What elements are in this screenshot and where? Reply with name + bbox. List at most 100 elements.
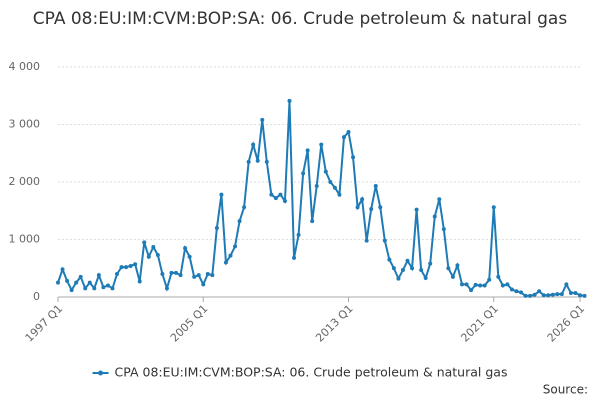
point bbox=[74, 280, 79, 285]
point bbox=[332, 185, 337, 190]
point bbox=[446, 266, 451, 271]
x-tick-label: 2013 Q1 bbox=[313, 302, 356, 345]
point bbox=[65, 278, 70, 283]
point bbox=[305, 148, 310, 153]
point bbox=[505, 282, 510, 287]
point bbox=[201, 282, 206, 287]
point bbox=[242, 205, 247, 210]
point bbox=[278, 192, 283, 197]
point bbox=[414, 207, 419, 212]
point bbox=[246, 159, 251, 164]
point bbox=[233, 244, 238, 249]
point bbox=[87, 280, 92, 285]
point bbox=[482, 283, 487, 288]
point bbox=[319, 142, 324, 147]
point bbox=[400, 267, 405, 272]
point bbox=[101, 285, 106, 290]
point bbox=[183, 246, 188, 251]
point bbox=[360, 197, 365, 202]
point bbox=[518, 290, 523, 295]
point bbox=[496, 274, 501, 279]
y-tick-label: 0 bbox=[33, 290, 40, 303]
point bbox=[155, 253, 160, 258]
point bbox=[174, 270, 179, 275]
point bbox=[83, 286, 88, 291]
point bbox=[391, 266, 396, 271]
point bbox=[419, 267, 424, 272]
point bbox=[142, 240, 147, 245]
point bbox=[373, 184, 378, 189]
source: Source: bbox=[543, 383, 588, 397]
point bbox=[441, 227, 446, 232]
point bbox=[178, 273, 183, 278]
point bbox=[410, 266, 415, 271]
point bbox=[432, 214, 437, 219]
point bbox=[60, 267, 65, 272]
point bbox=[523, 293, 528, 298]
point bbox=[509, 287, 514, 292]
point bbox=[219, 192, 224, 197]
point bbox=[56, 280, 60, 285]
point bbox=[119, 265, 124, 270]
point bbox=[110, 286, 115, 291]
point bbox=[423, 276, 428, 281]
point bbox=[205, 272, 210, 276]
point bbox=[124, 265, 129, 270]
point bbox=[78, 274, 83, 279]
point bbox=[260, 117, 265, 122]
point bbox=[514, 289, 519, 294]
point bbox=[559, 292, 564, 297]
point bbox=[196, 273, 201, 278]
point bbox=[582, 293, 587, 298]
point bbox=[287, 98, 292, 103]
point bbox=[255, 158, 260, 163]
point bbox=[264, 159, 269, 164]
point bbox=[537, 289, 542, 294]
point bbox=[491, 205, 496, 210]
x-tick-label: 2026 Q1 bbox=[545, 302, 588, 345]
point bbox=[555, 292, 560, 297]
point bbox=[210, 273, 215, 278]
point bbox=[310, 219, 315, 224]
point bbox=[160, 272, 165, 276]
point bbox=[223, 260, 228, 265]
point bbox=[214, 226, 219, 230]
series-line bbox=[57, 100, 585, 297]
point bbox=[105, 283, 110, 288]
point bbox=[487, 277, 492, 282]
point bbox=[269, 192, 274, 197]
point bbox=[96, 273, 101, 278]
legend-label: CPA 08:EU:IM:CVM:BOP:SA: 06. Crude petro… bbox=[115, 365, 508, 380]
point bbox=[337, 192, 342, 197]
point bbox=[469, 288, 474, 293]
point bbox=[437, 197, 442, 202]
point bbox=[532, 292, 537, 297]
point bbox=[328, 180, 333, 184]
point bbox=[473, 282, 478, 287]
point bbox=[251, 142, 256, 147]
point bbox=[478, 283, 483, 288]
point bbox=[455, 263, 460, 268]
point bbox=[92, 286, 97, 291]
point bbox=[301, 171, 306, 176]
point bbox=[323, 169, 328, 174]
point bbox=[382, 238, 387, 243]
point bbox=[464, 282, 469, 287]
point bbox=[459, 282, 464, 287]
point bbox=[369, 207, 374, 212]
point bbox=[292, 255, 297, 260]
point bbox=[115, 272, 120, 276]
x-tick-label: 1997 Q1 bbox=[23, 302, 66, 345]
x-tick-label: 2021 Q1 bbox=[458, 302, 501, 345]
point bbox=[573, 290, 578, 295]
point bbox=[151, 244, 156, 249]
y-tick-label: 3 000 bbox=[9, 118, 41, 131]
point bbox=[314, 184, 319, 189]
point bbox=[355, 205, 360, 210]
point bbox=[564, 282, 569, 287]
y-tick-label: 1 000 bbox=[9, 233, 41, 246]
point bbox=[128, 263, 133, 268]
point bbox=[346, 129, 351, 134]
point bbox=[351, 155, 356, 160]
